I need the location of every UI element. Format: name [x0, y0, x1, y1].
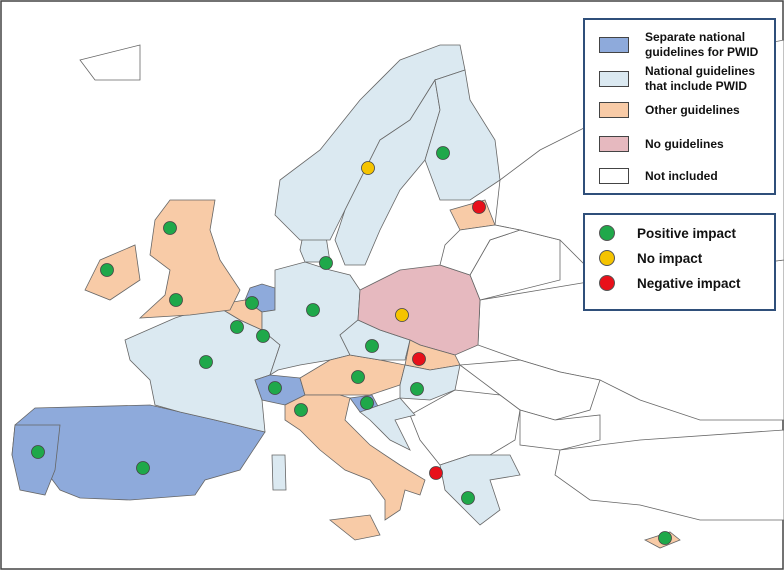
- country: [357, 264, 481, 356]
- impact-marker: [31, 445, 45, 459]
- impact-marker: [245, 296, 259, 310]
- legend-swatch: [599, 275, 615, 291]
- impact-marker: [429, 466, 443, 480]
- impact-marker: [395, 308, 409, 322]
- impact-marker: [351, 370, 365, 384]
- legend-label: Separate national guidelines for PWID: [645, 30, 759, 59]
- impact-marker: [268, 381, 282, 395]
- impact-marker: [365, 339, 379, 353]
- country: [329, 514, 381, 541]
- impact-marker: [472, 200, 486, 214]
- impact-marker: [658, 531, 672, 545]
- impact-marker: [360, 396, 374, 410]
- impact-marker: [256, 329, 270, 343]
- legend-label: Negative impact: [637, 275, 741, 291]
- impact-legend: Positive impact No impact Negative impact: [583, 213, 776, 311]
- legend-entry: Not included: [599, 168, 775, 184]
- legend-label: Not included: [645, 168, 718, 183]
- country: [79, 44, 141, 81]
- legend-swatch: [599, 71, 629, 87]
- legend-label: National guidelines that include PWID: [645, 64, 756, 93]
- legend-label: No guidelines: [645, 136, 724, 151]
- country: [424, 69, 501, 201]
- impact-marker: [361, 161, 375, 175]
- impact-marker: [169, 293, 183, 307]
- legend-label: Other guidelines: [645, 102, 740, 117]
- impact-marker: [319, 256, 333, 270]
- country: [519, 409, 601, 451]
- country: [439, 224, 522, 276]
- legend-entry: No guidelines: [599, 136, 775, 152]
- impact-marker: [412, 352, 426, 366]
- legend-entry: Negative impact: [599, 275, 767, 291]
- impact-markers: [31, 146, 672, 545]
- legend-swatch: [599, 250, 615, 266]
- guidelines-legend: Separate national guidelines for PWID Nat…: [583, 18, 776, 195]
- country: [439, 454, 521, 526]
- legend-swatch: [599, 136, 629, 152]
- country: [554, 429, 784, 521]
- legend-swatch: [599, 102, 629, 118]
- impact-marker: [461, 491, 475, 505]
- legend-swatch: [599, 37, 629, 53]
- impact-marker: [436, 146, 450, 160]
- country: [11, 424, 61, 496]
- country: [271, 454, 287, 491]
- legend-label: No impact: [637, 250, 703, 266]
- legend-entry: Other guidelines: [599, 102, 775, 118]
- impact-marker: [199, 355, 213, 369]
- legend-label: Positive impact: [637, 225, 737, 241]
- impact-marker: [230, 320, 244, 334]
- legend-entry: Separate national guidelines for PWID: [599, 30, 775, 60]
- impact-marker: [294, 403, 308, 417]
- impact-marker: [100, 263, 114, 277]
- legend-entry: Positive impact: [599, 225, 767, 241]
- impact-marker: [306, 303, 320, 317]
- country: [284, 394, 426, 521]
- impact-marker: [410, 382, 424, 396]
- impact-marker: [163, 221, 177, 235]
- legend-entry: National guidelines that include PWID: [599, 64, 775, 94]
- impact-marker: [136, 461, 150, 475]
- country: [359, 397, 416, 451]
- legend-swatch: [599, 168, 629, 184]
- legend-swatch: [599, 225, 615, 241]
- legend-entry: No impact: [599, 250, 767, 266]
